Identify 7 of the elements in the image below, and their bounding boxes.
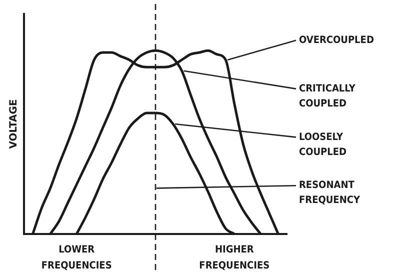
text: LOOSELY COUPLED [299, 132, 346, 158]
text: CRITICALLY COUPLED [299, 83, 356, 110]
text: OVERCOUPLED [299, 34, 374, 46]
y-axis-title: VOLTAGE [8, 99, 20, 149]
text: HIGHER FREQUENCIES [199, 244, 270, 272]
text: LOWER FREQUENCIES [41, 244, 112, 272]
text: RESONANT FREQUENCY [299, 180, 360, 206]
